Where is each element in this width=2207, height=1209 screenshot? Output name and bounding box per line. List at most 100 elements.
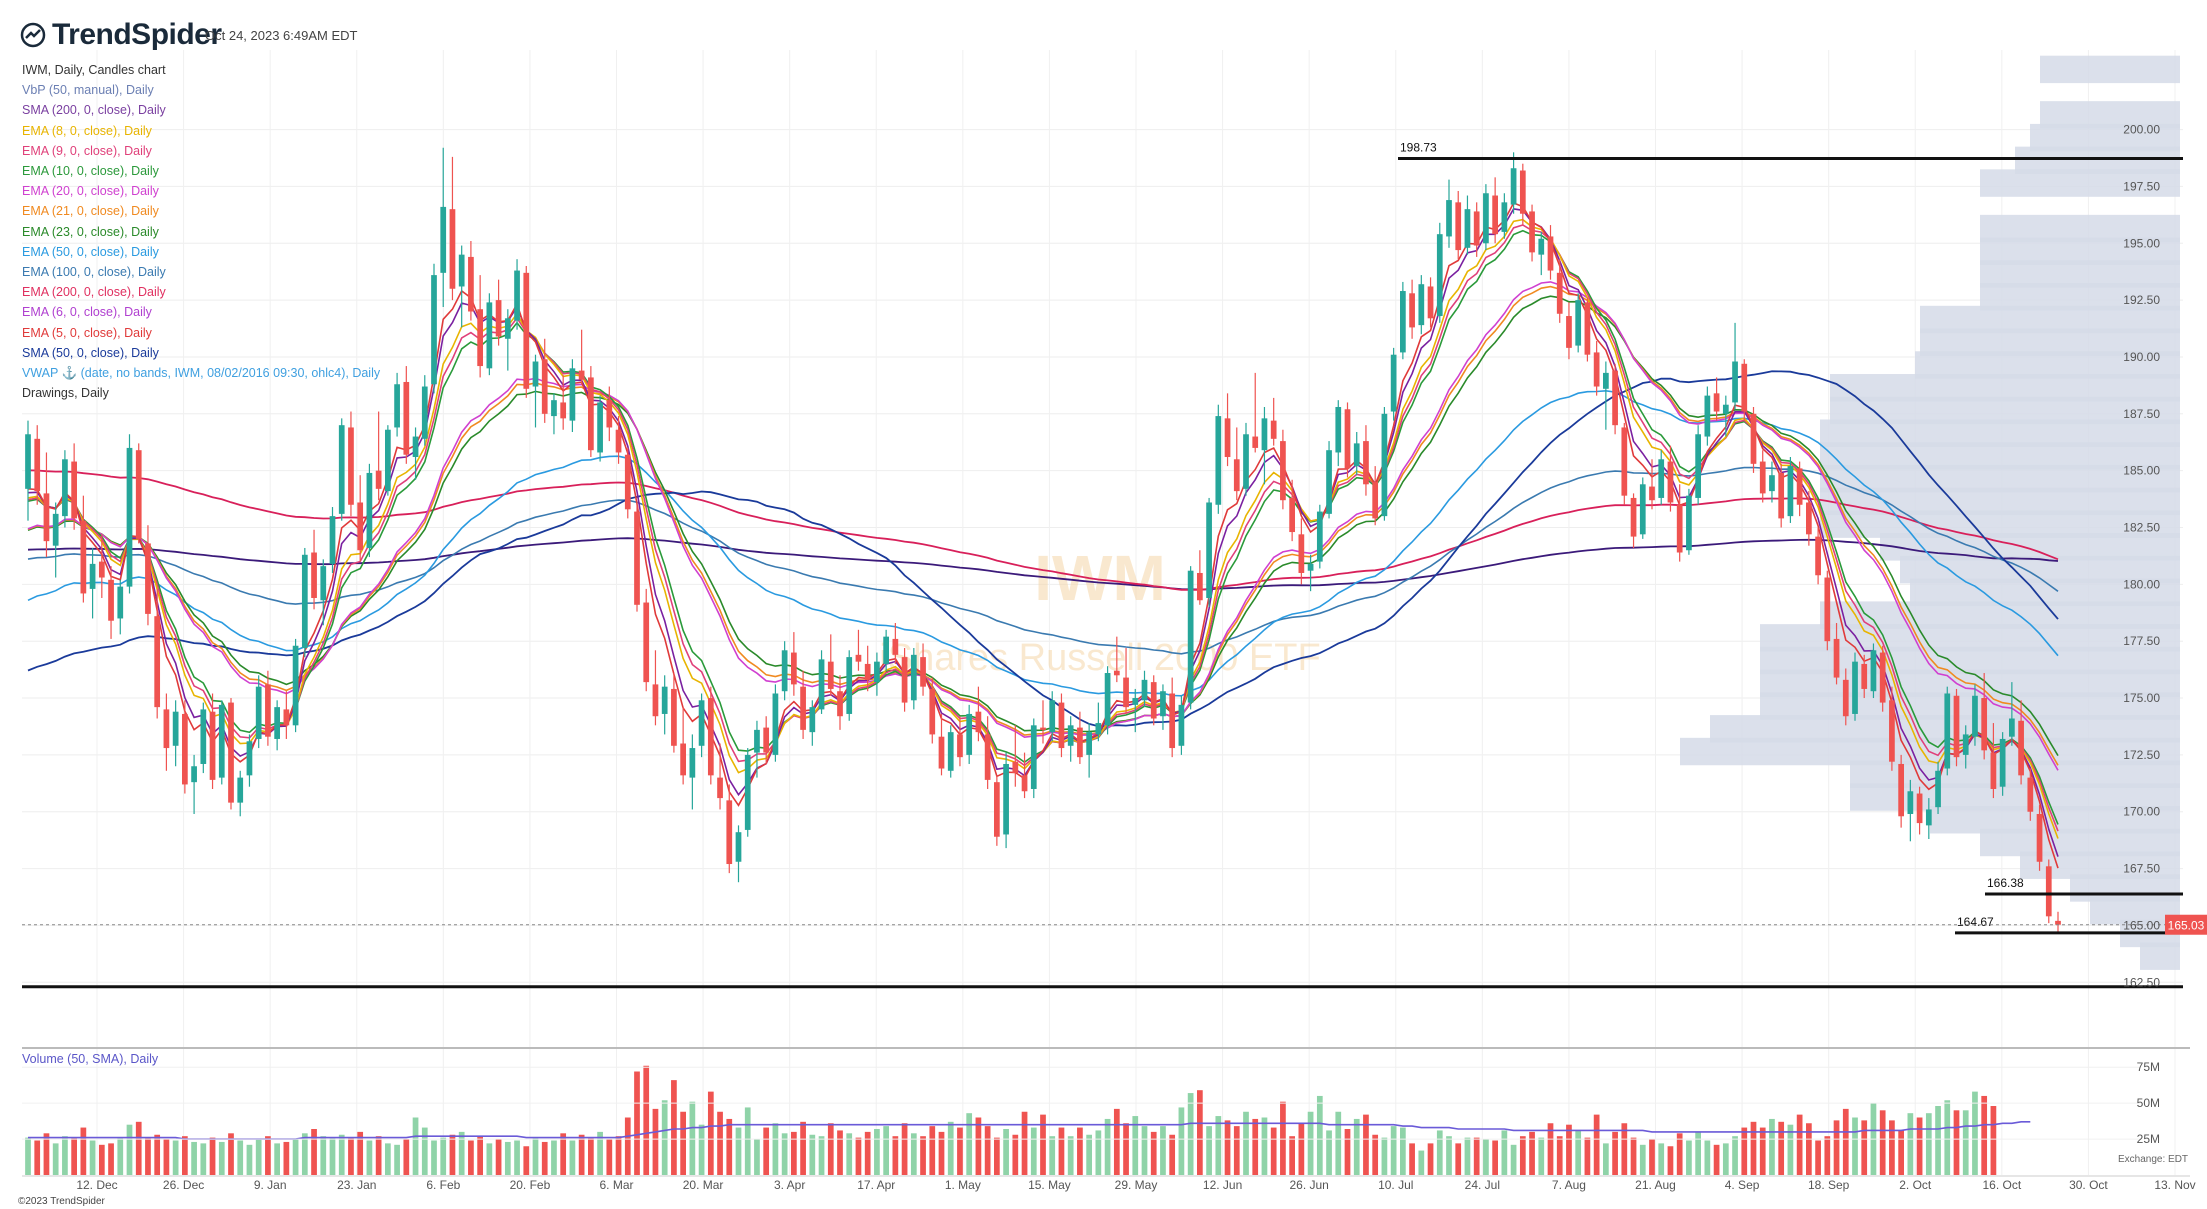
indicator-label[interactable]: VWAP ⚓ (date, no bands, IWM, 08/02/2016 … <box>22 366 381 381</box>
candle-body <box>108 579 114 621</box>
candle-body <box>910 654 917 701</box>
candle-body <box>929 688 936 735</box>
volume-bar <box>1058 1127 1065 1175</box>
volume-bar <box>1335 1111 1342 1175</box>
y-tick-label: 197.50 <box>2123 179 2160 193</box>
candle-body <box>560 402 567 419</box>
volume-bar <box>975 1117 982 1175</box>
candle-body <box>726 800 733 865</box>
candle-body <box>1806 502 1812 535</box>
volume-bar <box>1243 1111 1249 1175</box>
volume-bar <box>25 1137 31 1175</box>
candle-body <box>1953 695 1960 758</box>
candle-body <box>1363 441 1369 485</box>
chart-timestamp: Oct 24, 2023 6:49AM EDT <box>205 28 358 43</box>
candle-body <box>800 686 806 730</box>
x-tick-label: 12. Jun <box>1203 1178 1242 1192</box>
candle-body <box>975 711 982 733</box>
indicator-label[interactable]: EMA (50, 0, close), Daily <box>22 244 159 259</box>
copyright-credit: ©2023 TrendSpider <box>18 1196 105 1207</box>
volume-tick-label: 25M <box>2137 1132 2160 1146</box>
candle-body <box>117 586 124 619</box>
candle-body <box>689 748 696 778</box>
candle-body <box>588 377 594 451</box>
indicator-label[interactable]: EMA (100, 0, close), Daily <box>22 265 166 280</box>
candle-body <box>163 709 170 749</box>
volume-bar <box>514 1140 520 1175</box>
candle-body <box>994 782 1000 837</box>
volume-bar <box>1639 1144 1646 1175</box>
x-tick-label: 6. Mar <box>599 1178 633 1192</box>
indicator-label[interactable]: EMA (20, 0, close), Daily <box>22 184 159 199</box>
indicator-label[interactable]: EMA (200, 0, close), Daily <box>22 285 166 300</box>
candle-body <box>1233 459 1240 492</box>
candle-body <box>1621 427 1628 496</box>
volume-bar <box>1372 1134 1379 1175</box>
volume-bar <box>1233 1126 1240 1175</box>
candle-body <box>301 554 308 649</box>
candle-body <box>1030 725 1037 789</box>
volume-bar <box>652 1108 659 1175</box>
indicator-label[interactable]: EMA (6, 0, close), Daily <box>22 305 152 320</box>
volume-bar <box>624 1117 631 1175</box>
volume-bar <box>108 1143 114 1175</box>
volume-bar <box>1722 1143 1729 1175</box>
candle-body <box>1280 441 1286 501</box>
candle-body <box>477 309 483 367</box>
volume-bar <box>1593 1114 1600 1175</box>
indicator-label[interactable]: VbP (50, manual), Daily <box>22 83 154 98</box>
indicator-label[interactable]: EMA (9, 0, close), Daily <box>22 143 152 158</box>
volume-bar <box>1086 1134 1092 1175</box>
candle-body <box>1713 393 1720 412</box>
indicator-label[interactable]: SMA (200, 0, close), Daily <box>22 103 166 118</box>
volume-bar <box>403 1139 410 1175</box>
candle-body <box>1603 372 1609 389</box>
volume-bar <box>560 1133 567 1175</box>
candle-body <box>1972 695 1978 737</box>
candle-body <box>1400 291 1406 353</box>
candle-body <box>1058 702 1065 749</box>
candle-body <box>643 602 650 683</box>
candle-body <box>449 209 456 289</box>
volume-bar <box>1889 1120 1895 1175</box>
indicator-label[interactable]: EMA (5, 0, close), Daily <box>22 325 152 340</box>
x-tick-label: 30. Oct <box>2069 1178 2108 1192</box>
indicator-label[interactable]: IWM, Daily, Candles chart <box>22 63 166 77</box>
volume-bar <box>1501 1130 1508 1175</box>
x-tick-label: 17. Apr <box>857 1178 895 1192</box>
candle-body <box>385 429 391 492</box>
volume-bar <box>1944 1100 1951 1175</box>
candle-body <box>237 777 244 803</box>
volume-bar <box>1353 1118 1360 1175</box>
candle-body <box>458 254 465 287</box>
indicator-label[interactable]: SMA (50, 0, close), Daily <box>22 345 159 360</box>
volume-bar <box>707 1091 714 1175</box>
volume-bar <box>1778 1121 1785 1175</box>
candle-body <box>1427 286 1434 319</box>
indicator-label[interactable]: EMA (21, 0, close), Daily <box>22 204 159 219</box>
indicator-label[interactable]: Drawings, Daily <box>22 386 109 401</box>
candle-body <box>1012 761 1019 774</box>
x-tick-label: 3. Apr <box>774 1178 805 1192</box>
volume-bar <box>71 1137 77 1175</box>
volume-bar <box>1612 1131 1618 1175</box>
volume-indicator-label[interactable]: Volume (50, SMA), Daily <box>22 1052 159 1066</box>
candle-body <box>874 661 880 683</box>
volume-bar <box>172 1140 179 1175</box>
indicator-label[interactable]: EMA (23, 0, close), Daily <box>22 224 159 239</box>
trendspider-logo[interactable]: TrendSpider <box>20 18 222 52</box>
volume-bar <box>717 1111 723 1175</box>
candle-body <box>228 702 234 803</box>
volume-bar <box>265 1136 271 1175</box>
indicator-label[interactable]: EMA (10, 0, close), Daily <box>22 164 159 179</box>
candle-body <box>1169 693 1176 749</box>
indicator-label[interactable]: EMA (8, 0, close), Daily <box>22 123 152 138</box>
volume-bar <box>1962 1110 1969 1175</box>
volume-bar <box>34 1140 41 1175</box>
volume-bar <box>791 1131 797 1175</box>
volume-bar <box>1538 1137 1545 1175</box>
candle-body <box>1197 572 1203 601</box>
candle-body <box>551 400 557 417</box>
candle-body <box>1566 316 1572 348</box>
